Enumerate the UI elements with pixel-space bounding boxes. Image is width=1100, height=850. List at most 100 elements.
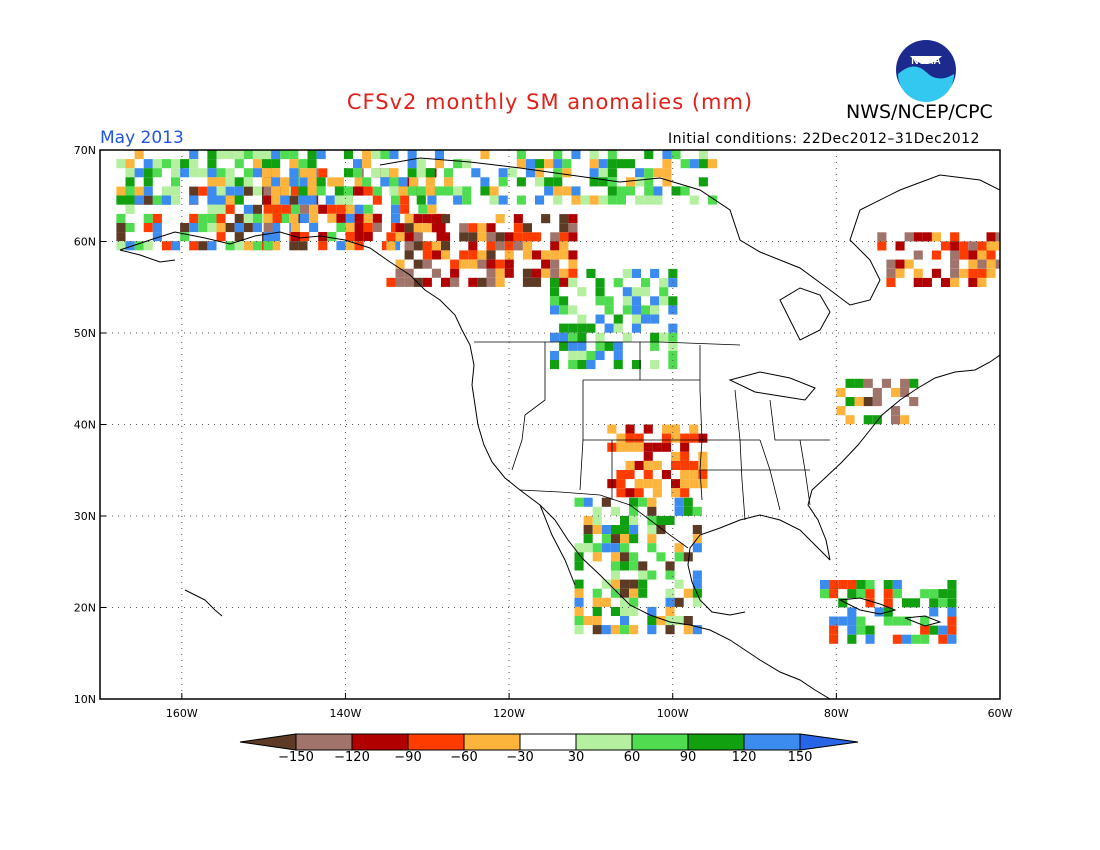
anomaly-cell bbox=[644, 168, 654, 178]
anomaly-cell bbox=[613, 360, 623, 370]
anomaly-cell bbox=[659, 332, 669, 342]
anomaly-cell bbox=[189, 168, 199, 178]
anomaly-cell bbox=[601, 525, 611, 535]
anomaly-cell bbox=[895, 241, 905, 251]
anomaly-cell bbox=[668, 268, 678, 278]
anomaly-cell bbox=[865, 598, 875, 608]
noaa-logo-text: NOAA bbox=[911, 56, 940, 67]
anomaly-cell bbox=[610, 525, 620, 535]
anomaly-cell bbox=[950, 268, 960, 278]
anomaly-cell bbox=[453, 159, 463, 169]
anomaly-cell bbox=[995, 241, 1000, 251]
anomaly-cell bbox=[498, 168, 508, 178]
anomaly-cell bbox=[550, 241, 560, 251]
anomaly-cell bbox=[409, 177, 419, 187]
anomaly-cell bbox=[692, 543, 702, 553]
anomaly-cell bbox=[680, 159, 690, 169]
anomaly-cell bbox=[252, 241, 262, 251]
anomaly-cell bbox=[125, 204, 135, 214]
anomaly-cell bbox=[444, 186, 454, 196]
anomaly-cell bbox=[550, 296, 560, 306]
anomaly-cell bbox=[607, 150, 617, 160]
anomaly-cell bbox=[486, 259, 496, 269]
anomaly-cell bbox=[568, 232, 578, 242]
anomaly-cell bbox=[671, 433, 681, 443]
anomaly-cell bbox=[225, 223, 235, 233]
anomaly-cell bbox=[404, 214, 414, 224]
anomaly-cell bbox=[986, 259, 996, 269]
anomaly-cell bbox=[574, 497, 584, 507]
anomaly-cell bbox=[661, 442, 671, 452]
anomaly-cell bbox=[468, 241, 478, 251]
anomaly-cell bbox=[643, 442, 653, 452]
anomaly-cell bbox=[290, 222, 300, 232]
anomaly-cell bbox=[583, 515, 593, 525]
anomaly-cell bbox=[847, 607, 857, 617]
anomaly-cell bbox=[459, 223, 469, 233]
anomaly-cell bbox=[671, 460, 681, 470]
anomaly-cell bbox=[453, 186, 463, 196]
anomaly-cell bbox=[856, 625, 866, 635]
anomaly-cell bbox=[263, 204, 273, 214]
anomaly-cell bbox=[522, 277, 532, 287]
anomaly-cell bbox=[372, 195, 382, 205]
anomaly-cell bbox=[189, 195, 199, 205]
anomaly-cell bbox=[471, 168, 481, 178]
anomaly-cell bbox=[922, 277, 932, 287]
anomaly-cell bbox=[959, 241, 969, 251]
arctic-coast bbox=[379, 157, 1000, 306]
anomaly-cell bbox=[641, 305, 651, 315]
anomaly-cell bbox=[125, 168, 135, 178]
anomaly-cell bbox=[380, 168, 390, 178]
anomaly-cell bbox=[947, 634, 957, 644]
anomaly-cell bbox=[143, 186, 153, 196]
anomaly-cell bbox=[668, 350, 678, 360]
anomaly-cell bbox=[911, 634, 921, 644]
anomaly-cell bbox=[616, 433, 626, 443]
anomaly-cell bbox=[829, 589, 839, 599]
anomaly-cell bbox=[298, 159, 308, 169]
anomaly-cell bbox=[644, 186, 654, 196]
anomaly-cell bbox=[486, 277, 496, 287]
anomaly-cell bbox=[634, 442, 644, 452]
anomaly-cell bbox=[829, 616, 839, 626]
anomaly-cell bbox=[568, 278, 578, 288]
anomaly-cell bbox=[316, 150, 326, 160]
anomaly-cell bbox=[207, 150, 217, 160]
anomaly-cell bbox=[653, 168, 663, 178]
anomaly-cell bbox=[883, 598, 893, 608]
anomaly-cell bbox=[877, 232, 887, 242]
anomaly-cell bbox=[516, 150, 526, 160]
anomaly-cell bbox=[450, 268, 460, 278]
anomaly-cell bbox=[234, 241, 244, 251]
anomaly-cell bbox=[504, 268, 514, 278]
anomaly-cell bbox=[629, 606, 639, 616]
anomaly-cell bbox=[559, 305, 569, 315]
anomaly-cell bbox=[913, 268, 923, 278]
anomaly-cell bbox=[689, 460, 699, 470]
anomaly-cell bbox=[689, 433, 699, 443]
anomaly-cell bbox=[425, 177, 435, 187]
anomaly-cell bbox=[592, 525, 602, 535]
anomaly-cell bbox=[674, 616, 684, 626]
anomaly-cell bbox=[280, 213, 290, 223]
anomaly-cell bbox=[854, 397, 864, 407]
anomaly-cell bbox=[395, 277, 405, 287]
anomaly-cell bbox=[674, 597, 684, 607]
anomaly-cell bbox=[847, 616, 857, 626]
anomaly-cell bbox=[468, 259, 478, 269]
anomaly-cell bbox=[116, 223, 126, 233]
longitude-labels: 160W 140W 120W 100W 80W 60W bbox=[166, 707, 1013, 720]
anomaly-cell bbox=[620, 579, 630, 589]
anomaly-cell bbox=[559, 232, 569, 242]
anomaly-cell bbox=[171, 168, 181, 178]
anomaly-cell bbox=[143, 168, 153, 178]
political-borders bbox=[474, 341, 830, 549]
anomaly-cell bbox=[422, 250, 432, 260]
anomaly-cell bbox=[891, 415, 901, 425]
anomaly-cell bbox=[289, 159, 299, 169]
anomaly-cell bbox=[931, 232, 941, 242]
anomaly-cell bbox=[234, 150, 244, 160]
anomaly-cell bbox=[574, 597, 584, 607]
anomaly-cell bbox=[395, 232, 405, 242]
